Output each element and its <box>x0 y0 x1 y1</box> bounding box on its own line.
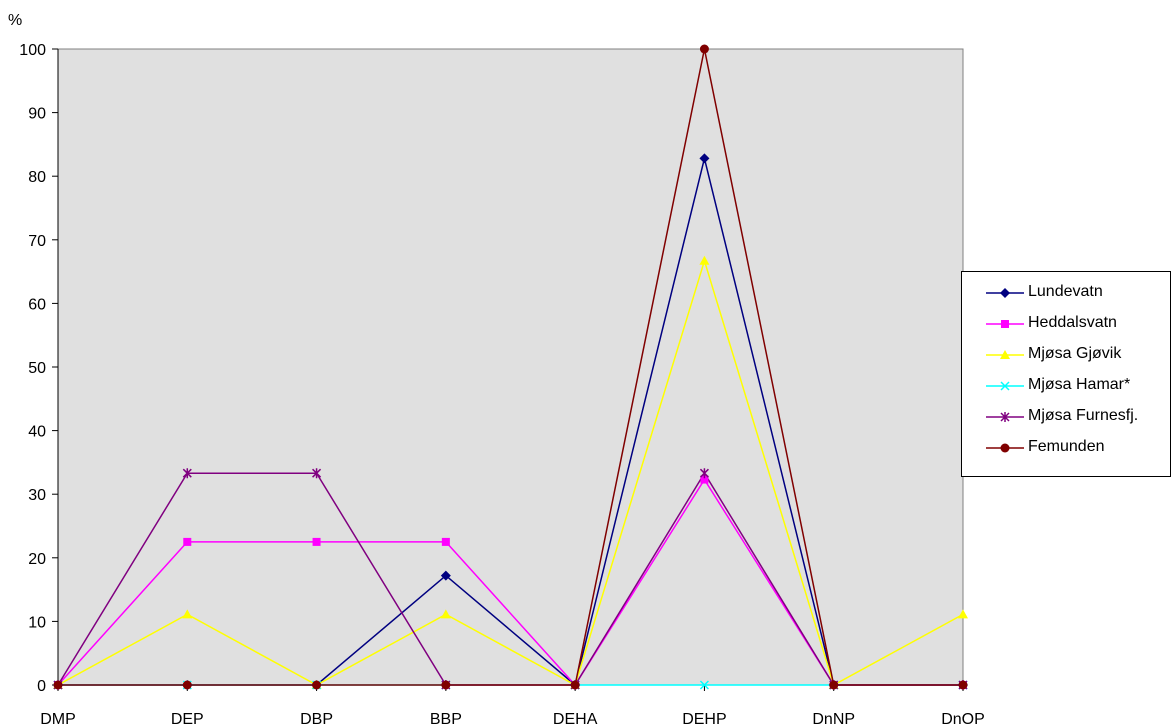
series-line-2 <box>57 258 964 687</box>
x-tick-label: DEP <box>171 711 204 725</box>
legend-swatch <box>986 412 1024 422</box>
data-point <box>699 468 709 479</box>
x-tick-label: BBP <box>430 711 462 725</box>
legend-label: Heddalsvatn <box>1028 314 1117 331</box>
legend-swatch <box>986 288 1024 298</box>
legend: Lundevatn Heddalsvatn Mjøsa Gjøvik Mjøsa Ha… <box>961 271 1171 477</box>
legend-label: Femunden <box>1028 438 1105 455</box>
legend-label: Mjøsa Furnesfj. <box>1028 407 1139 424</box>
legend-item: Lundevatn <box>962 279 1170 307</box>
legend-marker <box>1000 443 1010 453</box>
x-tick-label: DnOP <box>941 711 985 725</box>
y-tick-label: 50 <box>28 360 46 377</box>
x-axis: DMP DEP DBP BBP DEHA DEHP DnNP DnOP <box>40 684 985 725</box>
legend-marker <box>1000 412 1010 422</box>
data-point <box>958 609 968 619</box>
y-tick-label: 0 <box>37 678 46 695</box>
legend-label: Mjøsa Gjøvik <box>1028 345 1122 362</box>
data-point <box>441 537 450 546</box>
data-point <box>700 475 709 484</box>
data-point <box>699 680 709 690</box>
legend-label: Lundevatn <box>1028 283 1103 300</box>
legend-swatch <box>986 381 1024 391</box>
y-tick-label: 10 <box>28 614 46 631</box>
data-point <box>312 468 322 479</box>
data-point <box>699 255 710 265</box>
legend-swatch <box>986 320 1024 328</box>
legend-swatch <box>986 350 1024 359</box>
legend-item: Heddalsvatn <box>962 310 1170 338</box>
y-axis-label: % <box>8 12 22 29</box>
x-tick-label: DMP <box>40 711 76 725</box>
data-point <box>440 570 451 581</box>
data-point <box>829 680 839 690</box>
data-point <box>699 153 710 164</box>
data-point <box>53 680 63 690</box>
legend-item: Mjøsa Furnesfj. <box>962 403 1170 431</box>
data-point <box>699 44 709 54</box>
y-tick-label: 70 <box>28 233 46 250</box>
legend-item: Mjøsa Gjøvik <box>962 341 1170 369</box>
y-tick-label: 100 <box>19 42 46 59</box>
legend-marker <box>1000 288 1010 298</box>
x-tick-label: DEHP <box>682 711 726 725</box>
legend-item: Femunden <box>962 434 1170 462</box>
series-line-5 <box>58 48 963 686</box>
data-point <box>570 680 580 690</box>
legend-marker <box>1000 350 1010 359</box>
data-point <box>312 680 322 690</box>
y-tick-label: 40 <box>28 424 46 441</box>
legend-marker <box>1000 381 1010 391</box>
data-point <box>312 537 321 546</box>
series-lines <box>57 48 964 687</box>
y-tick-label: 60 <box>28 296 46 313</box>
y-axis: 0 10 20 30 40 50 60 70 80 90 100 <box>19 42 59 695</box>
data-point <box>182 468 192 479</box>
y-tick-label: 90 <box>28 106 46 123</box>
legend-swatch <box>986 443 1024 453</box>
data-point <box>958 680 968 690</box>
data-point <box>182 680 192 690</box>
plot-area <box>57 48 964 686</box>
legend-label: Mjøsa Hamar* <box>1028 376 1131 393</box>
x-tick-label: DBP <box>300 711 333 725</box>
data-point <box>182 609 193 619</box>
y-tick-label: 30 <box>28 487 46 504</box>
data-point <box>183 537 192 546</box>
data-point <box>441 680 451 690</box>
legend-item: Mjøsa Hamar* <box>962 372 1170 400</box>
data-point <box>440 609 451 619</box>
legend-marker <box>1001 320 1009 328</box>
y-tick-label: 20 <box>28 551 46 568</box>
x-tick-label: DEHA <box>553 711 598 725</box>
y-tick-label: 80 <box>28 169 46 186</box>
x-tick-label: DnNP <box>812 711 855 725</box>
series-markers <box>53 44 968 690</box>
